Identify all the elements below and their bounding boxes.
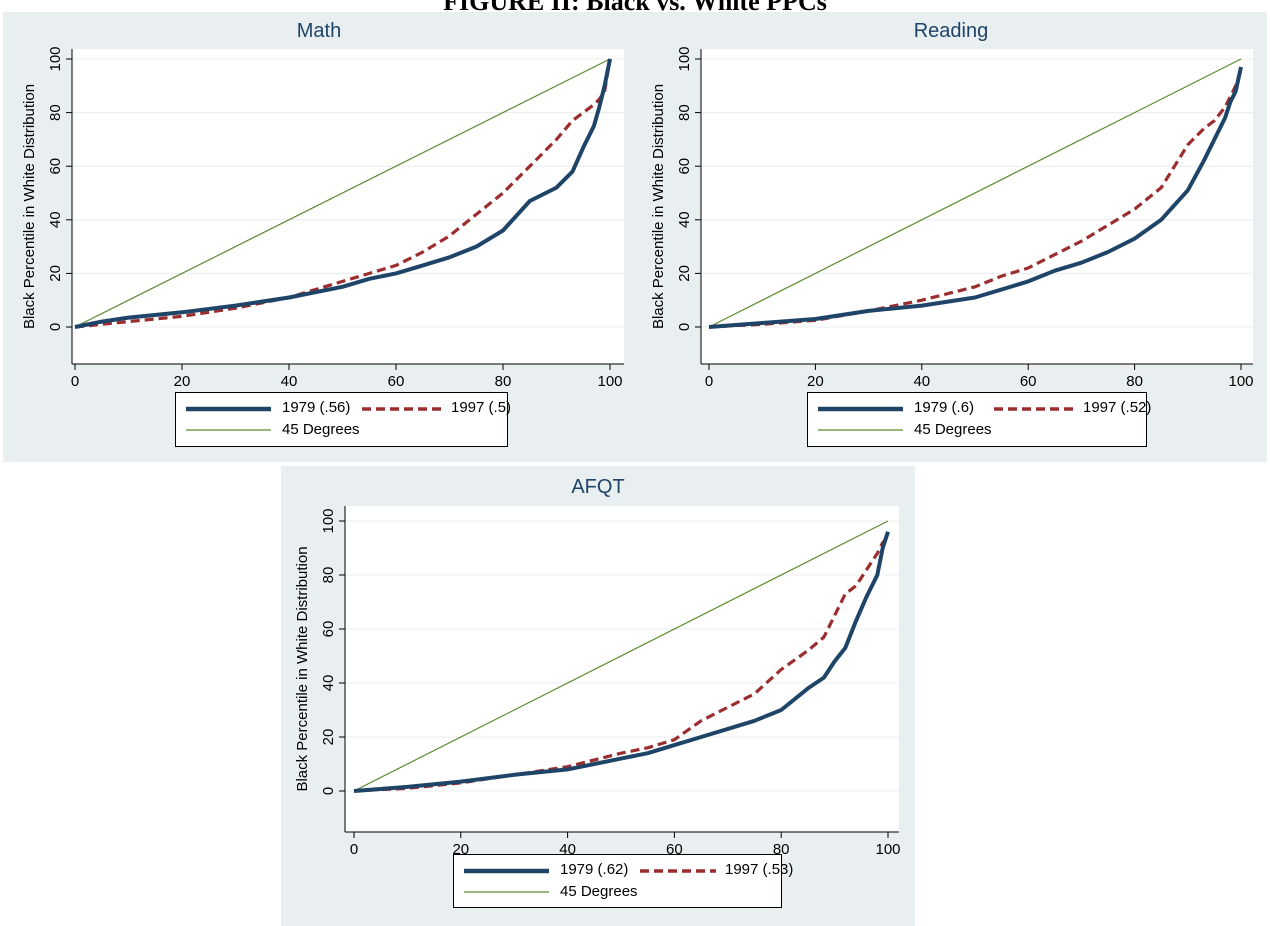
legend-label-1997: 1997 (.53)	[725, 861, 794, 878]
y-tick-label: 0	[676, 323, 693, 331]
x-tick-label: 80	[1126, 373, 1143, 390]
series-line-1997-5-	[74, 58, 612, 329]
panel-title: AFQT	[571, 476, 625, 498]
series-line-45-degrees	[708, 58, 1242, 328]
panel-reading: Reading 0 20 40 60 80 100 0 20 40 60 80 100 Black Pe…	[635, 12, 1267, 462]
x-tick-label: 20	[807, 373, 824, 390]
legend-label-1997: 1997 (.52)	[1083, 399, 1152, 416]
legend-label-45: 45 Degrees	[560, 883, 638, 900]
math-chart: 0 20 40 60 80 100 0 20 40 60 80 100 Black Percentile…	[21, 46, 624, 408]
y-tick-label: 40	[47, 211, 64, 228]
y-axis-label: Black Percentile in White Distribution	[21, 84, 38, 329]
y-tick-label: 100	[320, 508, 337, 533]
y-tick-label: 80	[320, 567, 337, 584]
y-tick-label: 60	[47, 158, 64, 175]
legend-label-45: 45 Degrees	[282, 421, 360, 438]
legend-label-1979: 1979 (.56)	[282, 399, 351, 416]
y-tick-label: 80	[47, 104, 64, 121]
series-line-1979-62-	[353, 531, 890, 793]
y-axis-label: Black Percentile in White Distribution	[294, 546, 311, 791]
plot-area	[701, 49, 1253, 364]
x-tick-label: 100	[597, 373, 622, 390]
legend: 1979 (.56) 1997 (.5) 45 Degrees	[175, 392, 512, 447]
panel-math: Math 0 20 40 60 80 100 0 20 40 60 80 100 Black Perce…	[3, 12, 635, 462]
legend-label-1979: 1979 (.6)	[914, 399, 975, 416]
legend: 1979 (.62) 1997 (.53) 45 Degrees	[453, 854, 793, 908]
x-tick-label: 40	[281, 373, 298, 390]
y-tick-label: 20	[320, 729, 337, 746]
y-tick-label: 20	[47, 265, 64, 282]
x-tick-label: 0	[71, 373, 79, 390]
x-tick-label: 80	[773, 841, 790, 858]
x-tick-label: 80	[495, 373, 512, 390]
x-tick-label: 20	[174, 373, 191, 390]
legend: 1979 (.6) 1997 (.52) 45 Degrees	[807, 392, 1151, 447]
legend-label-1997: 1997 (.5)	[451, 399, 512, 416]
plot-area	[72, 49, 624, 364]
x-tick-label: 60	[666, 841, 683, 858]
legend-swatches	[818, 406, 1073, 431]
y-tick-label: 100	[47, 46, 64, 71]
plot-area	[345, 506, 899, 832]
series-line-45-degrees	[353, 520, 889, 792]
panel-afqt: AFQT 0 20 40 60 80 100 0 20 40 60 80 100 Black Perce…	[281, 466, 915, 926]
x-tick-label: 40	[559, 841, 576, 858]
y-tick-label: 40	[676, 211, 693, 228]
y-axis-label: Black Percentile in White Distribution	[650, 84, 667, 329]
x-tick-label: 100	[1228, 373, 1253, 390]
x-tick-label: 100	[875, 841, 900, 858]
panel-title: Reading	[913, 20, 989, 42]
x-tick-label: 0	[350, 841, 358, 858]
y-tick-label: 60	[676, 158, 693, 175]
series-line-1979-6-	[708, 66, 1243, 329]
legend-label-1979: 1979 (.62)	[560, 861, 629, 878]
series-line-45-degrees	[74, 58, 611, 328]
y-tick-label: 40	[320, 675, 337, 692]
x-tick-label: 20	[452, 841, 469, 858]
series-line-1979-56-	[74, 58, 612, 329]
x-tick-label: 60	[388, 373, 405, 390]
panel-title: Math	[296, 20, 342, 42]
y-tick-label: 20	[676, 265, 693, 282]
x-tick-label: 40	[913, 373, 930, 390]
x-tick-label: 60	[1020, 373, 1037, 390]
y-tick-label: 80	[676, 104, 693, 121]
series-line-1997-53-	[353, 536, 890, 793]
x-tick-label: 0	[705, 373, 713, 390]
y-tick-label: 100	[676, 46, 693, 71]
legend-swatches	[186, 406, 441, 431]
y-tick-label: 0	[320, 787, 337, 795]
legend-label-45: 45 Degrees	[914, 421, 992, 438]
legend-swatches	[464, 868, 716, 893]
y-tick-label: 0	[47, 323, 64, 331]
y-tick-label: 60	[320, 621, 337, 638]
